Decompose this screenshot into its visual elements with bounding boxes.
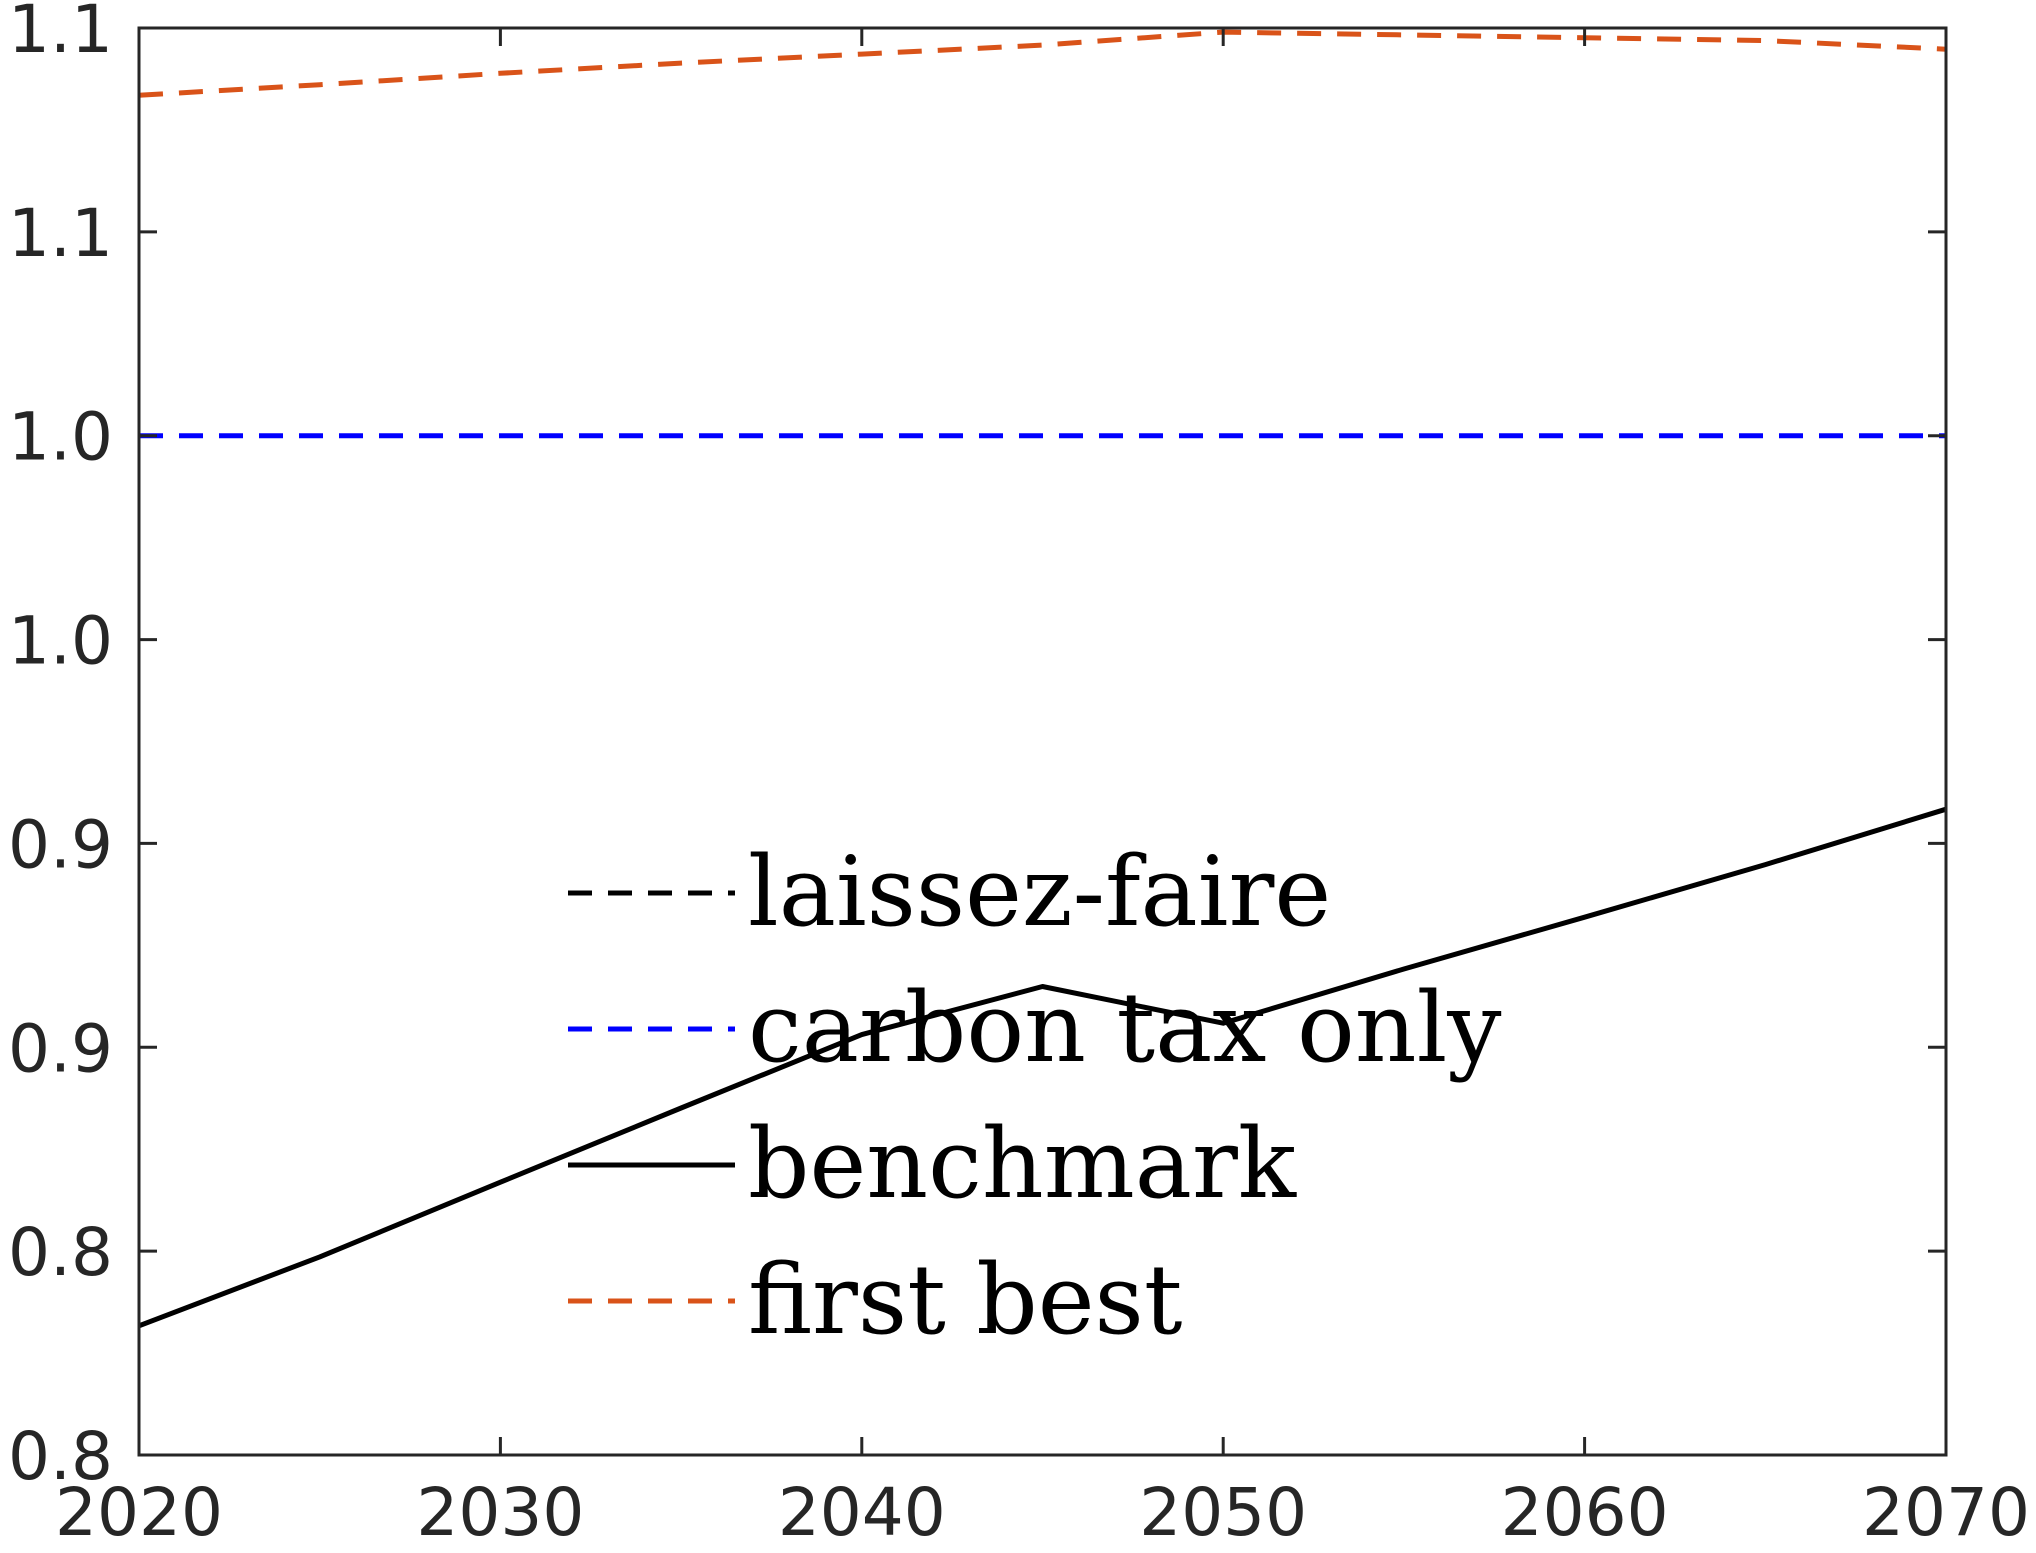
axes: 2020 2030 2040 2050 2060 2070 0.8 0.8 0.9 0.9 1.0 1… — [8, 0, 2030, 1551]
legend-label-first-best: first best — [748, 1244, 1182, 1356]
y-tick-label: 0.9 — [8, 1010, 113, 1087]
legend: laissez-faire carbon tax only benchmark fir… — [568, 836, 1502, 1356]
x-tick-label: 2050 — [1139, 1474, 1307, 1551]
y-tick-label: 1.0 — [8, 399, 113, 476]
series-line-benchmark — [138, 806, 1947, 1329]
y-tick-label: 0.8 — [8, 1214, 113, 1291]
series-line-first-best — [138, 29, 1947, 98]
y-tick-label: 1.1 — [8, 195, 113, 272]
y-tick-label: 0.8 — [8, 1418, 113, 1495]
x-tick-label: 2070 — [1862, 1474, 2030, 1551]
axes-box — [137, 26, 1948, 1457]
legend-label-carbon-tax-only: carbon tax only — [748, 972, 1502, 1084]
plot-area — [138, 29, 1947, 1329]
y-tick-label: 1.1 — [8, 0, 113, 68]
y-tick-label: 1.0 — [8, 603, 113, 680]
x-tick-label: 2060 — [1501, 1474, 1669, 1551]
legend-label-laissez-faire: laissez-faire — [748, 836, 1331, 948]
x-tick-label: 2020 — [55, 1474, 223, 1551]
y-tick-label: 0.9 — [8, 806, 113, 883]
x-tick-label: 2030 — [416, 1474, 584, 1551]
x-tick-label: 2040 — [778, 1474, 946, 1551]
legend-label-benchmark: benchmark — [748, 1108, 1297, 1220]
